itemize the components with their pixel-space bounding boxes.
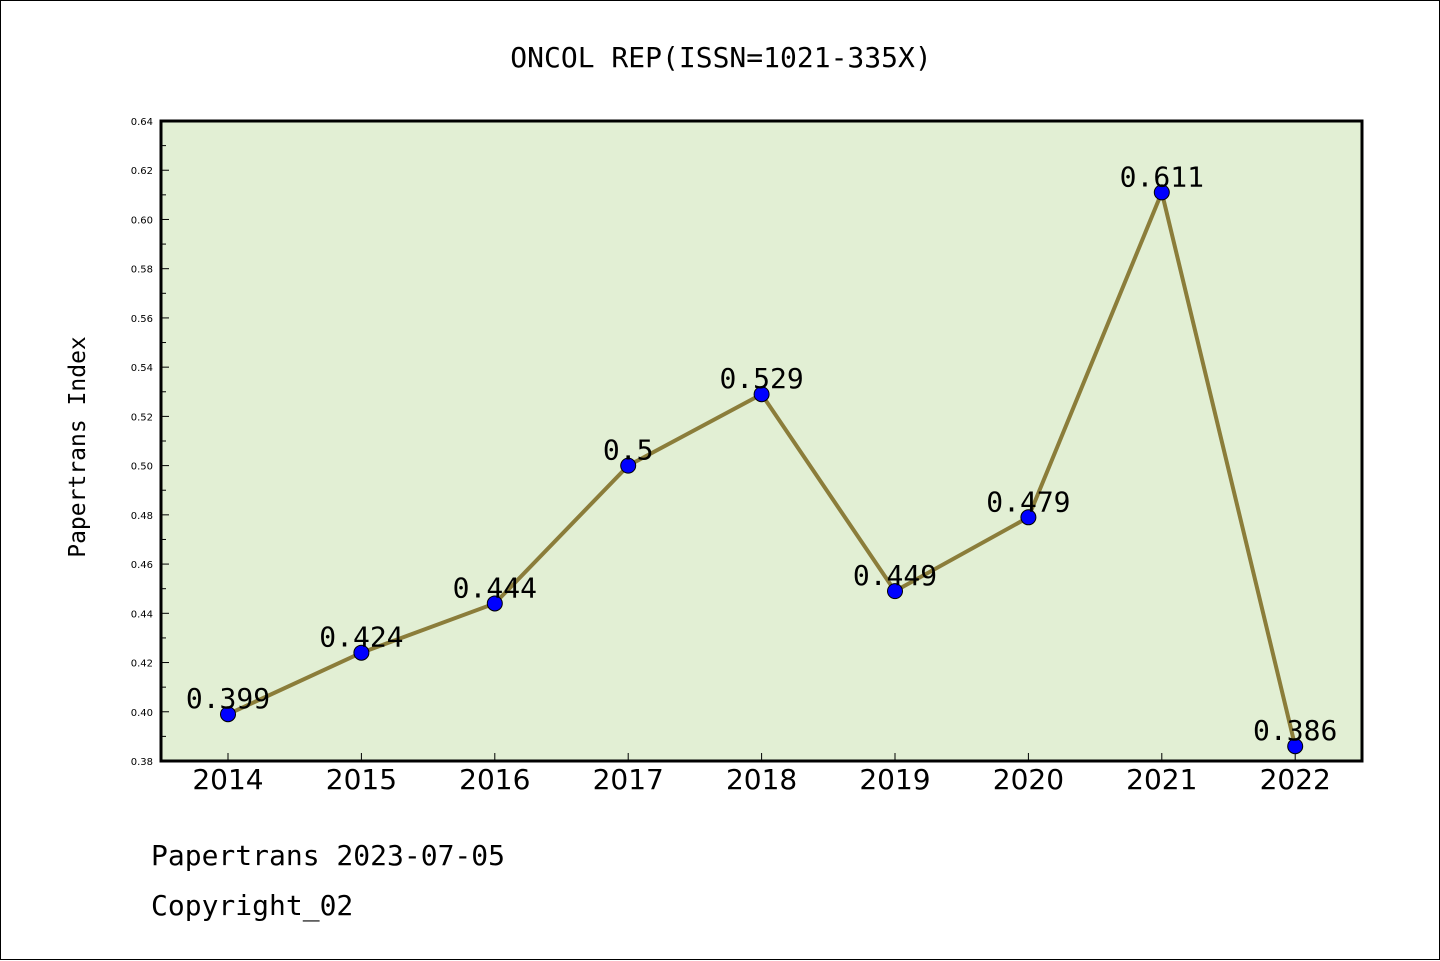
y-tick-label: 0.46	[131, 560, 153, 571]
x-tick-label: 2022	[1260, 763, 1331, 796]
data-label: 0.529	[719, 362, 803, 395]
y-tick-label: 0.58	[131, 265, 153, 276]
y-tick-label: 0.44	[131, 609, 153, 620]
data-label: 0.399	[186, 682, 270, 715]
data-label: 0.479	[986, 485, 1070, 518]
data-point-marker	[486, 595, 503, 612]
data-label: 0.386	[1253, 714, 1337, 747]
data-label: 0.424	[319, 621, 403, 654]
footer-date-line: Papertrans 2023-07-05	[151, 839, 505, 872]
data-label: 0.611	[1120, 160, 1204, 193]
y-tick-label: 0.60	[131, 215, 153, 226]
data-point-marker	[1153, 184, 1170, 201]
y-tick-label: 0.62	[131, 166, 153, 177]
data-point-marker	[887, 583, 903, 600]
series-line-group	[220, 184, 1304, 755]
data-labels: 0.399 0.424 0.444 0.5 0.529 0.449 0.479 0.611 0.…	[186, 160, 1337, 747]
y-tick-label: 0.50	[131, 462, 153, 473]
x-tick-label: 2020	[993, 763, 1064, 796]
y-tick-label: 0.52	[131, 412, 153, 423]
data-label: 0.444	[453, 571, 537, 604]
y-tick-label: 0.40	[131, 708, 153, 719]
data-point-marker	[1020, 509, 1037, 526]
data-label: 0.449	[853, 559, 937, 592]
x-axis-ticks: 2014 2015 2016 2017 2018 2019 2020 2021 2022	[192, 753, 1331, 796]
chart-title: ONCOL REP(ISSN=1021-335X)	[510, 41, 931, 74]
x-tick-label: 2019	[859, 763, 930, 796]
x-tick-label: 2018	[726, 763, 797, 796]
y-tick-label: 0.42	[131, 659, 153, 670]
x-tick-label: 2014	[192, 763, 263, 796]
x-tick-label: 2015	[326, 763, 397, 796]
data-point-marker	[620, 457, 637, 474]
y-tick-label: 0.54	[131, 363, 153, 374]
data-label: 0.5	[603, 434, 654, 467]
x-tick-label: 2017	[593, 763, 664, 796]
x-tick-label: 2016	[459, 763, 530, 796]
plot-area	[159, 119, 1364, 763]
y-axis-label: Papertrans Index	[65, 336, 91, 558]
data-point-marker	[220, 706, 236, 723]
y-tick-label: 0.64	[131, 117, 153, 128]
data-point-marker	[753, 386, 770, 403]
y-axis-ticks: 0.38 0.40 0.42 0.44 0.46 0.48 0.50 0.52 0.54 0.56…	[131, 117, 169, 768]
data-point-marker	[1287, 738, 1304, 755]
y-tick-label: 0.38	[131, 757, 153, 768]
data-point-marker	[353, 644, 370, 661]
y-tick-label: 0.56	[131, 314, 153, 325]
footer-copyright-line: Copyright_02	[151, 889, 353, 923]
y-tick-label: 0.48	[131, 511, 153, 522]
x-tick-label: 2021	[1126, 763, 1197, 796]
